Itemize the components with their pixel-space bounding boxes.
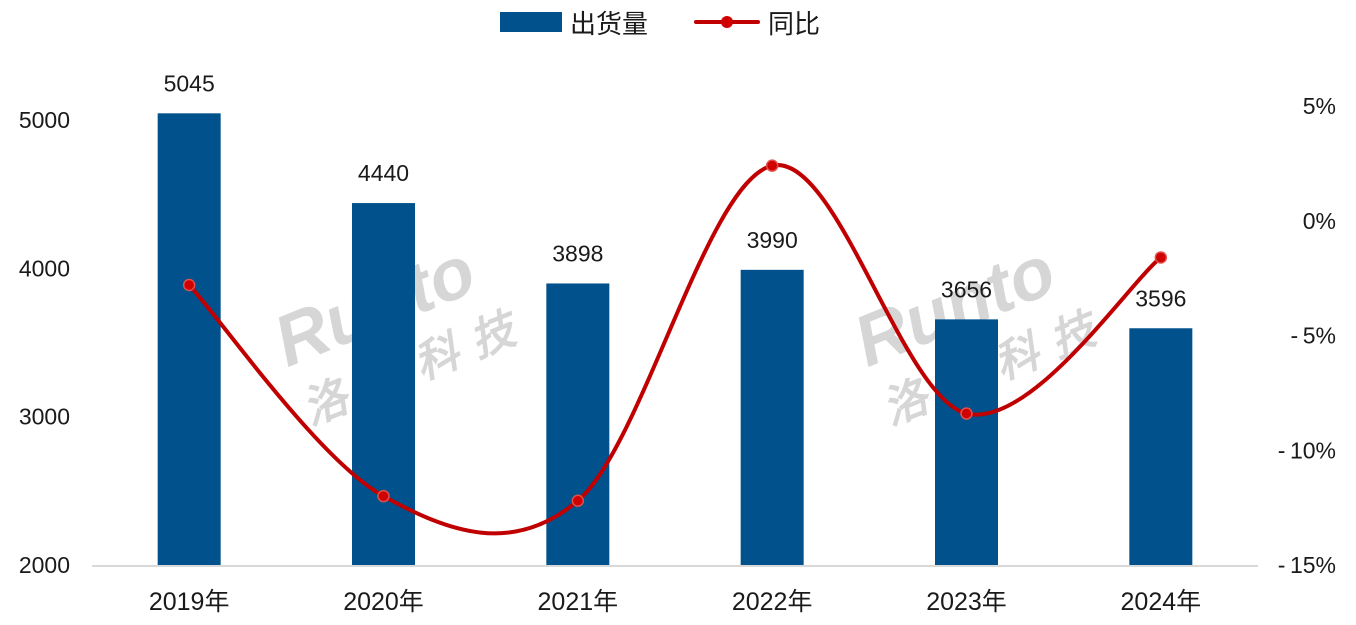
- right-axis-tick: 0%: [1303, 208, 1336, 234]
- category-label: 2023年: [926, 588, 1007, 616]
- shipment-bars: [157, 113, 1193, 566]
- yoy-marker: [571, 494, 585, 507]
- bar-2020年: [352, 203, 415, 566]
- bar-data-labels: 5045 4440 3898 3990 3656 3596: [164, 70, 1187, 311]
- left-axis-ticks: 2000 3000 4000 5000: [19, 107, 70, 578]
- bar-2024年: [1129, 328, 1193, 565]
- bar-value-label: 4440: [358, 160, 409, 186]
- bar-2022年: [740, 269, 804, 565]
- legend-label-shipments: 出货量: [570, 8, 649, 39]
- bar-value-label: 3990: [747, 227, 798, 253]
- right-axis-tick: 5%: [1303, 93, 1336, 119]
- line-marker-swatch-icon: [694, 12, 761, 32]
- category-label: 2019年: [149, 588, 230, 616]
- category-label: 2021年: [538, 588, 619, 616]
- yoy-marker: [765, 159, 779, 172]
- x-axis-categories: 2019年 2020年 2021年 2022年 2023年 2024年: [149, 588, 1201, 616]
- right-axis-tick: - 15%: [1278, 552, 1336, 578]
- legend-item-yoy: 同比: [694, 4, 820, 41]
- category-label: 2020年: [343, 588, 424, 616]
- left-axis-tick: 5000: [19, 107, 70, 133]
- right-axis-ticks: 5% 0% - 5% - 10% - 15%: [1278, 93, 1336, 578]
- bar-value-label: 3596: [1135, 285, 1186, 311]
- right-axis-tick: - 5%: [1290, 323, 1336, 349]
- category-label: 2022年: [732, 588, 813, 616]
- yoy-marker: [1154, 251, 1168, 264]
- yoy-marker: [182, 278, 196, 292]
- left-axis-tick: 2000: [19, 552, 70, 578]
- left-axis-tick: 4000: [19, 255, 70, 281]
- bar-value-label: 3656: [941, 276, 992, 302]
- chart-legend: 出货量 同比: [500, 4, 866, 40]
- yoy-markers: [182, 159, 1168, 507]
- legend-label-yoy: 同比: [768, 8, 821, 39]
- yoy-line: [187, 163, 1163, 536]
- yoy-marker: [960, 407, 973, 420]
- right-axis-tick: - 10%: [1278, 437, 1336, 463]
- bar-2021年: [546, 283, 610, 565]
- bar-2023年: [935, 319, 998, 565]
- left-axis-tick: 3000: [19, 404, 70, 430]
- bar-2019年: [157, 113, 221, 565]
- bar-value-label: 3898: [552, 240, 603, 266]
- category-label: 2024年: [1121, 588, 1202, 616]
- yoy-marker: [377, 489, 390, 503]
- bar-value-label: 5045: [164, 70, 215, 96]
- bar-swatch-icon: [500, 12, 562, 32]
- legend-item-shipments: 出货量: [500, 4, 648, 41]
